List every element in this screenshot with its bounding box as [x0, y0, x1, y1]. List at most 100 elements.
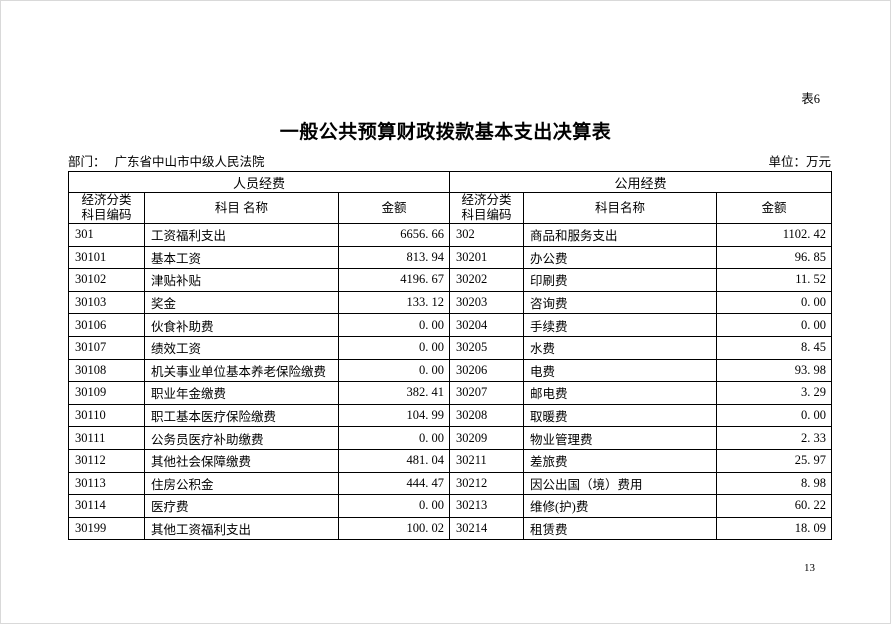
col-header-name-public: 科目名称	[523, 192, 717, 224]
public-amount-cell: 1102. 42	[716, 223, 832, 247]
public-name-cell: 咨询费	[523, 290, 717, 315]
personnel-name-cell: 其他社会保障缴费	[144, 448, 339, 473]
personnel-amount-cell: 4196. 67	[338, 268, 450, 292]
personnel-name-cell: 奖金	[144, 290, 339, 315]
department-value: 广东省中山市中级人民法院	[114, 155, 265, 169]
public-name-cell: 办公费	[523, 245, 717, 270]
table-row: 30103 奖金 133. 12 30203 咨询费 0. 00	[68, 290, 832, 315]
table-row: 30199 其他工资福利支出 100. 02 30214 租赁费 18. 09	[68, 516, 832, 541]
page-number: 13	[804, 562, 815, 574]
personnel-code-cell: 301	[68, 223, 145, 247]
public-name-cell: 手续费	[523, 313, 717, 337]
personnel-code-cell: 30103	[68, 290, 145, 315]
public-amount-cell: 3. 29	[716, 381, 832, 405]
personnel-code-cell: 30101	[68, 245, 145, 270]
public-code-cell: 30208	[449, 403, 524, 428]
table-row: 30107 绩效工资 0. 00 30205 水费 8. 45	[68, 335, 832, 360]
public-amount-cell: 93. 98	[716, 358, 832, 383]
public-name-cell: 电费	[523, 358, 717, 383]
personnel-amount-cell: 0. 00	[338, 358, 450, 383]
table-row: 30110 职工基本医疗保险缴费 104. 99 30208 取暖费 0. 00	[68, 403, 832, 428]
col-header-code-personnel: 经济分类 科目编码	[68, 192, 145, 224]
code-header-line1: 经济分类	[81, 193, 132, 208]
personnel-code-cell: 30106	[68, 313, 145, 337]
public-code-cell: 30205	[449, 335, 524, 360]
table-row: 301 工资福利支出 6656. 66 302 商品和服务支出 1102. 42	[68, 223, 832, 247]
table-row: 30101 基本工资 813. 94 30201 办公费 96. 85	[68, 245, 832, 270]
public-code-cell: 30213	[449, 494, 524, 518]
page-title: 一般公共预算财政拨款基本支出决算表	[279, 122, 612, 143]
personnel-amount-cell: 0. 00	[338, 313, 450, 337]
personnel-name-cell: 其他工资福利支出	[144, 516, 339, 541]
personnel-amount-cell: 133. 12	[338, 290, 450, 315]
section-header-public: 公用经费	[449, 171, 832, 193]
table-row: 30102 津贴补贴 4196. 67 30202 印刷费 11. 52	[68, 268, 832, 292]
public-amount-cell: 8. 98	[716, 471, 832, 496]
public-amount-cell: 25. 97	[716, 448, 832, 473]
table-row: 30108 机关事业单位基本养老保险缴费 0. 00 30206 电费 93. 98	[68, 358, 832, 383]
personnel-amount-cell: 813. 94	[338, 245, 450, 270]
public-code-cell: 30202	[449, 268, 524, 292]
meta-row: 部门： 广东省中山市中级人民法院 单位：万元	[68, 151, 831, 170]
public-amount-cell: 8. 45	[716, 335, 832, 360]
table-row: 30112 其他社会保障缴费 481. 04 30211 差旅费 25. 97	[68, 448, 832, 473]
personnel-amount-cell: 444. 47	[338, 471, 450, 496]
public-code-cell: 30207	[449, 381, 524, 405]
department-label: 部门：	[68, 155, 106, 169]
personnel-amount-cell: 104. 99	[338, 403, 450, 428]
personnel-code-cell: 30109	[68, 381, 145, 405]
personnel-amount-cell: 382. 41	[338, 381, 450, 405]
personnel-name-cell: 基本工资	[144, 245, 339, 270]
public-amount-cell: 60. 22	[716, 494, 832, 518]
personnel-amount-cell: 0. 00	[338, 426, 450, 450]
public-name-cell: 取暖费	[523, 403, 717, 428]
col-header-amount-public: 金额	[716, 192, 832, 224]
personnel-code-cell: 30114	[68, 494, 145, 518]
personnel-name-cell: 工资福利支出	[144, 223, 339, 247]
public-name-cell: 印刷费	[523, 268, 717, 292]
personnel-name-cell: 公务员医疗补助缴费	[144, 426, 339, 450]
personnel-amount-cell: 0. 00	[338, 335, 450, 360]
public-name-cell: 差旅费	[523, 448, 717, 473]
col-header-name-personnel: 科目 名称	[144, 192, 339, 224]
col-header-code-public: 经济分类 科目编码	[449, 192, 524, 224]
code-header-line1: 经济分类	[461, 193, 512, 208]
personnel-name-cell: 伙食补助费	[144, 313, 339, 337]
personnel-amount-cell: 0. 00	[338, 494, 450, 518]
personnel-code-cell: 30107	[68, 335, 145, 360]
personnel-code-cell: 30108	[68, 358, 145, 383]
personnel-amount-cell: 481. 04	[338, 448, 450, 473]
table-row: 30106 伙食补助费 0. 00 30204 手续费 0. 00	[68, 313, 832, 337]
table-row: 30113 住房公积金 444. 47 30212 因公出国（境）费用 8. 98	[68, 471, 832, 496]
public-code-cell: 30214	[449, 516, 524, 541]
personnel-code-cell: 30110	[68, 403, 145, 428]
public-name-cell: 物业管理费	[523, 426, 717, 450]
personnel-code-cell: 30113	[68, 471, 145, 496]
public-amount-cell: 0. 00	[716, 290, 832, 315]
personnel-code-cell: 30102	[68, 268, 145, 292]
public-name-cell: 商品和服务支出	[523, 223, 717, 247]
public-amount-cell: 0. 00	[716, 313, 832, 337]
personnel-name-cell: 住房公积金	[144, 471, 339, 496]
col-header-amount-personnel: 金额	[338, 192, 450, 224]
public-name-cell: 因公出国（境）费用	[523, 471, 717, 496]
personnel-name-cell: 绩效工资	[144, 335, 339, 360]
public-code-cell: 302	[449, 223, 524, 247]
personnel-name-cell: 机关事业单位基本养老保险缴费	[144, 358, 339, 383]
personnel-name-cell: 津贴补贴	[144, 268, 339, 292]
public-amount-cell: 18. 09	[716, 516, 832, 541]
section-header-row: 人员经费 公用经费	[68, 171, 832, 193]
personnel-name-cell: 医疗费	[144, 494, 339, 518]
personnel-amount-cell: 100. 02	[338, 516, 450, 541]
table-row: 30109 职业年金缴费 382. 41 30207 邮电费 3. 29	[68, 381, 832, 405]
public-code-cell: 30206	[449, 358, 524, 383]
unit-label: 单位：万元	[768, 155, 831, 169]
public-amount-cell: 11. 52	[716, 268, 832, 292]
personnel-code-cell: 30111	[68, 426, 145, 450]
public-name-cell: 邮电费	[523, 381, 717, 405]
public-code-cell: 30209	[449, 426, 524, 450]
personnel-amount-cell: 6656. 66	[338, 223, 450, 247]
table-row: 30114 医疗费 0. 00 30213 维修(护)费 60. 22	[68, 494, 832, 518]
personnel-name-cell: 职业年金缴费	[144, 381, 339, 405]
public-amount-cell: 96. 85	[716, 245, 832, 270]
